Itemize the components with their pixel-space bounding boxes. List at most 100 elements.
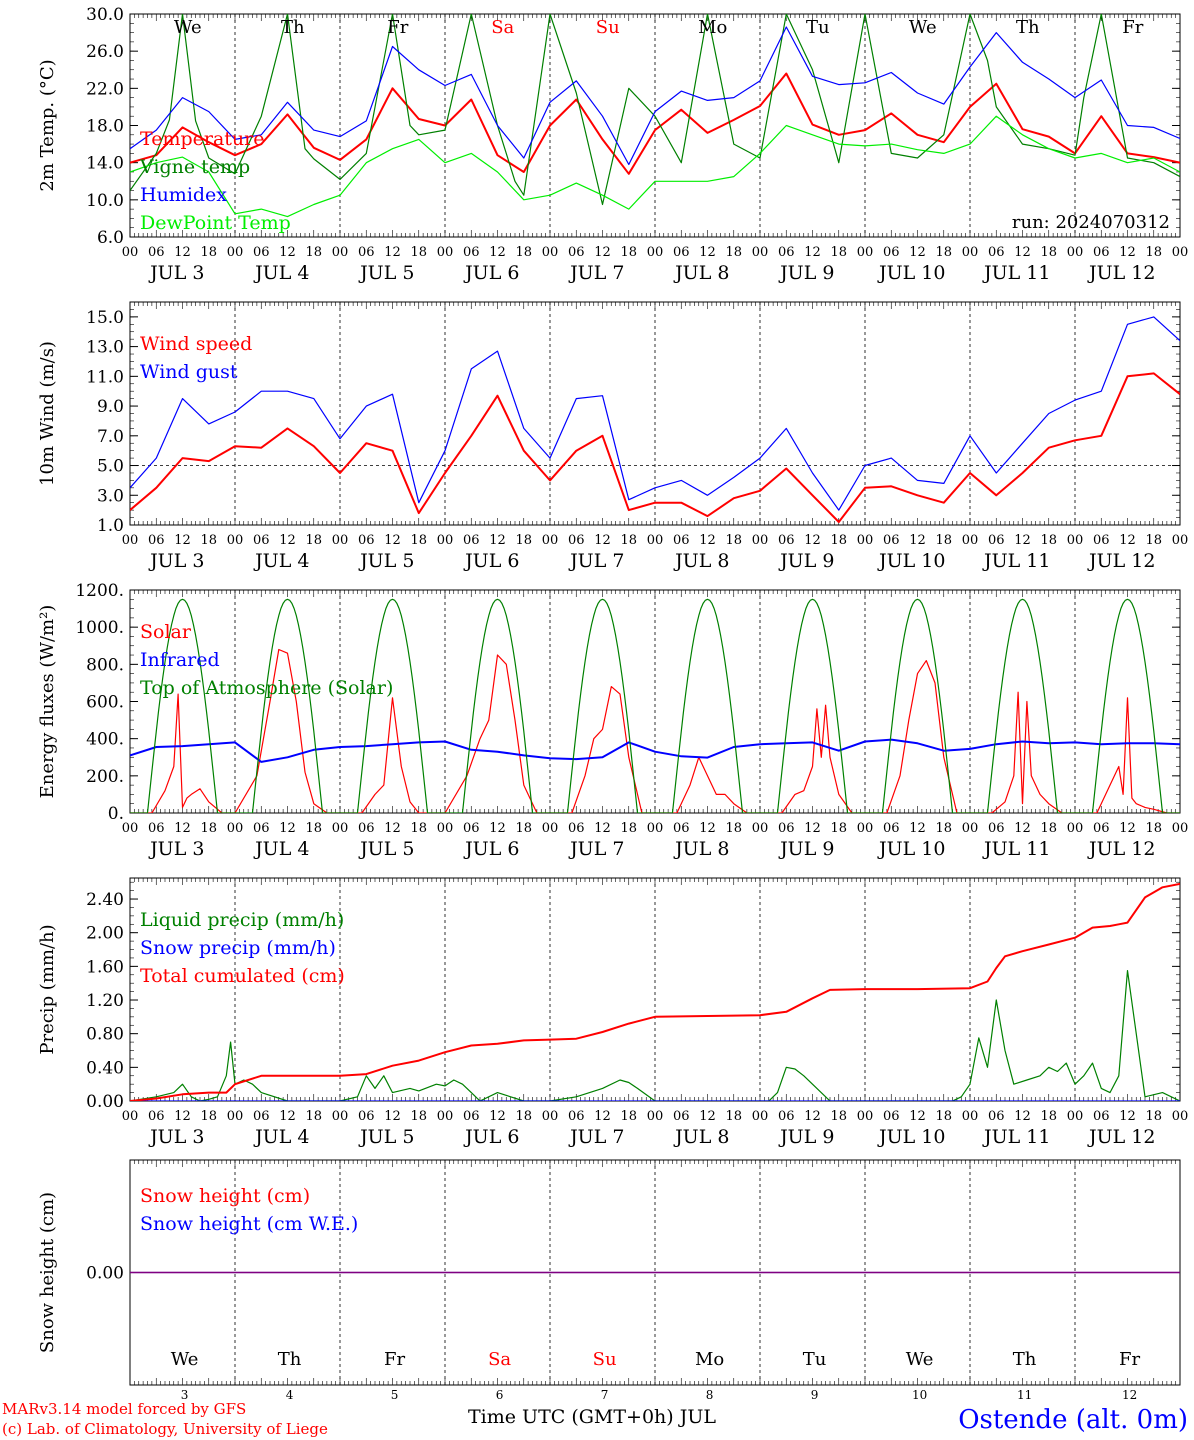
hour-tick-label: 00 xyxy=(227,1109,244,1124)
lab-credit: (c) Lab. of Climatology, University of L… xyxy=(2,1420,328,1438)
weekday-label-bottom: Su xyxy=(593,1349,617,1370)
date-label: JUL 3 xyxy=(148,550,204,572)
y-tick-label: 2.40 xyxy=(86,890,124,910)
panel-3: 0. 200. 400. 600. 800. 1000. 1200. Energy fluxe… xyxy=(37,581,1188,860)
series-line-infrared xyxy=(130,738,1180,763)
date-label: JUL 8 xyxy=(673,550,729,572)
y-tick-label: 18.0 xyxy=(86,117,124,137)
panel-2: 1.0 3.0 5.0 7.0 9.0 11.0 13.0 15.0 10m Wind (m/s… xyxy=(37,301,1188,572)
y-tick-label: 6.0 xyxy=(97,228,124,248)
hour-tick-label: 00 xyxy=(1067,1109,1084,1124)
legend-entry: Top of Atmosphere (Solar) xyxy=(140,677,393,699)
hour-tick-label: 00 xyxy=(227,533,244,548)
date-label: JUL 7 xyxy=(568,550,624,572)
date-label: JUL 3 xyxy=(148,1126,204,1148)
hour-tick-label: 00 xyxy=(647,533,664,548)
hour-tick-label: 06 xyxy=(1093,533,1110,548)
date-label: JUL 9 xyxy=(778,1126,834,1148)
date-label: JUL 4 xyxy=(253,838,309,860)
date-label: JUL 8 xyxy=(673,1126,729,1148)
hour-tick-label: 12 xyxy=(594,1109,611,1124)
weekday-label-bottom: Fr xyxy=(1119,1349,1140,1370)
date-label: JUL 11 xyxy=(982,262,1050,284)
hour-tick-label: 18 xyxy=(935,1109,952,1124)
hour-tick-label: 00 xyxy=(752,1109,769,1124)
date-label: JUL 11 xyxy=(982,550,1050,572)
series-line-wind-speed xyxy=(130,372,1180,523)
y-tick-label: 800. xyxy=(86,655,124,675)
y-axis-label: 2m Temp. (°C) xyxy=(37,59,58,191)
hour-tick-label: 00 xyxy=(752,245,769,260)
date-label: JUL 5 xyxy=(358,550,414,572)
hour-tick-label: 12 xyxy=(279,533,296,548)
hour-tick-label: 12 xyxy=(174,1109,191,1124)
date-label: JUL 9 xyxy=(778,550,834,572)
weekday-label-bottom: Sa xyxy=(488,1349,511,1370)
series-line-temperature xyxy=(130,72,1180,175)
hour-tick-label: 00 xyxy=(332,533,349,548)
hour-tick-label: 18 xyxy=(935,533,952,548)
panel-frame xyxy=(129,301,1181,526)
hour-tick-label: 12 xyxy=(489,1109,506,1124)
day-number: 8 xyxy=(706,1388,714,1402)
hour-tick-label: 06 xyxy=(253,245,270,260)
day-number: 7 xyxy=(601,1388,609,1402)
date-label: JUL 7 xyxy=(568,262,624,284)
date-label: JUL 7 xyxy=(568,1126,624,1148)
panel-5: 0.00 Snow height (cm) Snow height (cm) Snow… xyxy=(37,1159,1181,1402)
day-number: 4 xyxy=(286,1388,294,1402)
hour-tick-label: 00 xyxy=(857,821,874,836)
y-axis-label: 10m Wind (m/s) xyxy=(37,341,58,486)
hour-tick-label: 12 xyxy=(909,245,926,260)
panel-frame xyxy=(129,589,1181,814)
hour-tick-label: 18 xyxy=(830,245,847,260)
hour-tick-label: 00 xyxy=(437,821,454,836)
hour-tick-label: 18 xyxy=(515,821,532,836)
hour-tick-label: 00 xyxy=(122,1109,139,1124)
hour-tick-label: 00 xyxy=(1172,245,1189,260)
hour-tick-label: 18 xyxy=(410,821,427,836)
hour-tick-label: 06 xyxy=(568,245,585,260)
hour-tick-label: 12 xyxy=(699,821,716,836)
y-tick-label: 1200. xyxy=(75,581,124,601)
date-label: JUL 5 xyxy=(358,1126,414,1148)
hour-tick-label: 00 xyxy=(1172,1109,1189,1124)
y-tick-label: 26.0 xyxy=(86,42,124,62)
hour-tick-label: 12 xyxy=(594,533,611,548)
hour-tick-label: 18 xyxy=(515,533,532,548)
hour-tick-label: 06 xyxy=(463,1109,480,1124)
hour-tick-label: 12 xyxy=(279,245,296,260)
hour-tick-label: 18 xyxy=(1040,1109,1057,1124)
series-line-humidex xyxy=(130,26,1180,166)
y-tick-label: 5.0 xyxy=(97,457,124,477)
day-number: 11 xyxy=(1017,1388,1032,1402)
hour-tick-label: 00 xyxy=(332,1109,349,1124)
weekday-label-bottom: Fr xyxy=(384,1349,405,1370)
hour-tick-label: 12 xyxy=(174,245,191,260)
date-label: JUL 4 xyxy=(253,262,309,284)
hour-tick-label: 18 xyxy=(410,1109,427,1124)
date-label: JUL 8 xyxy=(673,838,729,860)
hour-tick-label: 00 xyxy=(857,533,874,548)
date-label: JUL 9 xyxy=(778,838,834,860)
hour-tick-label: 18 xyxy=(1040,245,1057,260)
hour-tick-label: 12 xyxy=(699,245,716,260)
hour-tick-label: 00 xyxy=(332,821,349,836)
hour-tick-label: 06 xyxy=(1093,245,1110,260)
hour-tick-label: 06 xyxy=(673,1109,690,1124)
weekday-label: Tu xyxy=(806,17,830,38)
hour-tick-label: 18 xyxy=(410,533,427,548)
weekday-label: Mo xyxy=(698,17,727,38)
hour-tick-label: 06 xyxy=(988,245,1005,260)
date-label: JUL 5 xyxy=(358,838,414,860)
hour-tick-label: 00 xyxy=(647,1109,664,1124)
date-label: JUL 11 xyxy=(982,1126,1050,1148)
date-label: JUL 12 xyxy=(1087,838,1155,860)
hour-tick-label: 06 xyxy=(358,245,375,260)
hour-tick-label: 06 xyxy=(673,245,690,260)
hour-tick-label: 06 xyxy=(778,245,795,260)
hour-tick-label: 18 xyxy=(620,533,637,548)
legend-entry: DewPoint Temp xyxy=(140,212,291,234)
date-label: JUL 6 xyxy=(463,838,519,860)
hour-tick-label: 00 xyxy=(122,533,139,548)
